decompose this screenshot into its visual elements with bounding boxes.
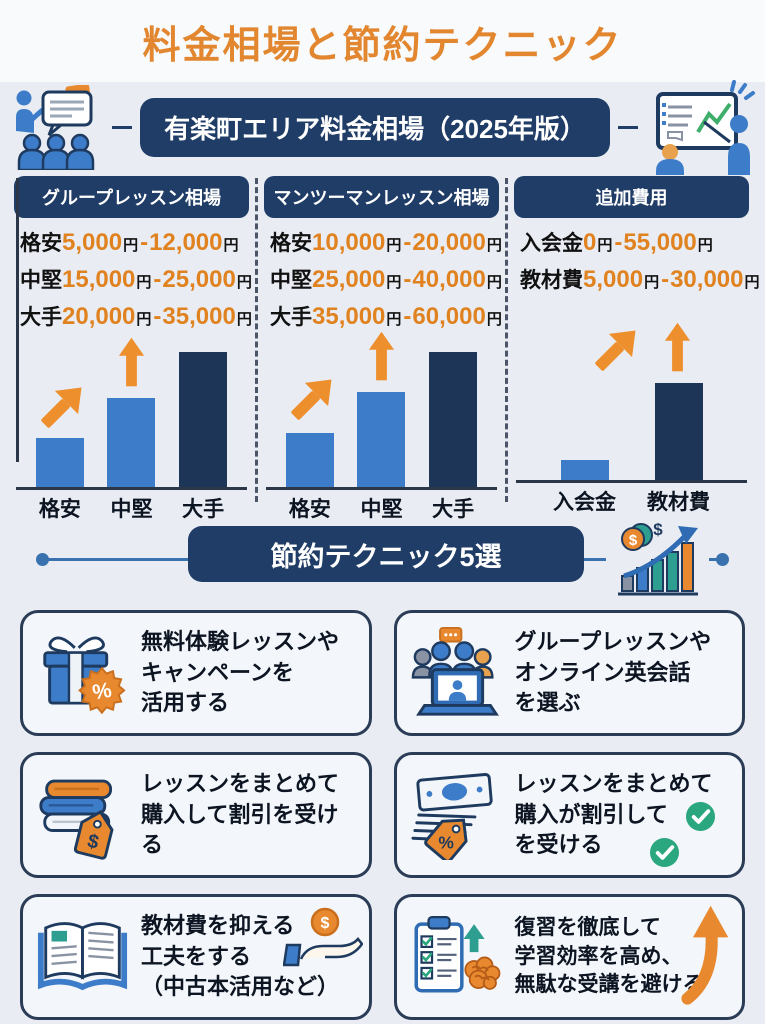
bar-chuken [357,392,406,487]
x-label: 大手 [182,498,225,521]
bar-ote [179,352,228,487]
column-group-lesson: グループレッスン相場 格安 5,000 円 -12,000 円 中堅 15,000 円 -25… [14,176,252,521]
dashed-separator [255,178,258,502]
title-band: 料金相場と節約テクニック [0,0,765,82]
up-arrow-icon [368,331,395,381]
bar-kyozaihi [654,383,703,480]
check-circle-icon [685,801,716,832]
bar-kakuyasu [285,433,334,487]
x-label: 教材費 [647,491,710,514]
bar-kakuyasu [35,438,84,487]
gift-discount-icon: % [37,627,129,719]
tip-text: レッスンをまとめて 購入して割引を受ける [141,771,340,858]
bar-chart-group-lesson: 格安 中堅 大手 [14,337,249,523]
savings-banner-pill: 節約テクニック5選 [188,526,584,582]
money-discount-icon: % [410,770,503,860]
savings-banner-row: 節約テクニック5選 $ $ [0,520,765,600]
diagonal-up-arrow-icon [291,379,332,420]
chart-x-labels: 格安 中堅 大手 [14,493,249,523]
banner-connector-left [112,125,133,129]
chart-x-labels: 格安 中堅 大手 [264,493,499,523]
tip-card-free-trial: % 無料体験レッスンや キャンペーンを 活用する [20,610,372,736]
line-dot [36,553,49,566]
area-banner-pill: 有楽町エリア料金相場（2025年版） [140,97,610,157]
growth-chart-coins-icon: $ $ [606,522,709,598]
tip-text: 無料体験レッスンや キャンペーンを 活用する [141,629,340,716]
price-columns-section: グループレッスン相場 格安 5,000 円 -12,000 円 中堅 15,000 円 -25… [0,172,765,521]
x-label: 入会金 [553,491,616,514]
column-header-private: マンツーマンレッスン相場 [264,176,499,218]
price-line: 格安 10,000 円 -20,000 円 [270,229,502,256]
column-header-group: グループレッスン相場 [14,176,249,218]
online-group-icon [411,627,503,719]
open-book-icon [37,914,129,1000]
bar-chuken [107,398,156,487]
tip-text: レッスンをまとめて 購入が割引して を受ける [514,771,713,858]
banner-connector-right [617,125,638,129]
tips-grid: % 無料体験レッスンや キャンペーンを 活用する [0,600,765,1020]
svg-text:$: $ [653,522,663,539]
review-checklist-brain-icon [411,911,503,1003]
coin-hand-icon: $ [282,907,363,967]
bar-ote [429,352,478,487]
up-arrow-icon [118,337,145,387]
tip-card-material-costs: 教材費を抑える 工夫をする （中古本活用など） $ [20,894,372,1020]
area-banner-row: 有楽町エリア料金相場（2025年版） [0,79,765,175]
svg-text:$: $ [629,532,638,549]
price-list: 格安 10,000 円 -20,000 円 中堅 25,000 円 -40,000 円 大手 35… [270,226,502,337]
svg-text:%: % [438,833,454,853]
price-list: 格安 5,000 円 -12,000 円 中堅 15,000 円 -25,000 円 大手 20,… [20,226,252,337]
x-label: 格安 [38,498,81,521]
tip-text: 復習を徹底して 学習効率を高め、 無駄な受講を避ける [514,915,704,997]
chart-x-labels: 入会金 教材費 [514,486,749,516]
up-arrow-icon [664,322,691,372]
chart-baseline [516,480,747,483]
price-line: 大手 20,000 円 -35,000 円 [20,303,252,330]
column-private-lesson: マンツーマンレッスン相場 格安 10,000 円 -20,000 円 中堅 25,000 円… [264,176,502,521]
x-label: 大手 [432,498,475,521]
x-label: 中堅 [360,498,403,521]
books-price-tag-icon: $ [37,770,129,860]
price-line: 中堅 15,000 円 -25,000 円 [20,266,252,293]
price-line: 中堅 25,000 円 -40,000 円 [270,266,502,293]
chart-baseline [266,487,497,490]
presentation-board-icon [655,79,755,175]
bar-chart-private-lesson: 格安 中堅 大手 [264,331,499,523]
page-title: 料金相場と節約テクニック [142,24,623,67]
price-line: 教材費 5,000 円 -30,000 円 [520,266,760,293]
tip-card-bulk-discount: % レッスンをまとめて 購入が割引して を受ける [393,752,745,878]
left-rule [16,178,19,462]
diagonal-up-arrow-icon [595,330,636,371]
svg-text:%: % [91,678,114,705]
meeting-icon [16,84,95,170]
price-list: 入会金 0 円 -55,000 円 教材費 5,000 円 -30,000 円 [520,226,760,300]
curved-up-arrow-icon [681,905,729,1005]
price-line: 入会金 0 円 -55,000 円 [520,229,713,256]
tip-card-group-online: グループレッスンや オンライン英会話 を選ぶ [393,610,745,736]
tip-card-bulk-purchase: $ レッスンをまとめて 購入して割引を受ける [20,752,372,878]
column-header-extra: 追加費用 [514,176,749,218]
column-extra-fees: 追加費用 入会金 0 円 -55,000 円 教材費 5,000 円 -30,000 円 入会金… [514,176,760,516]
svg-text:$: $ [320,915,329,932]
tip-text: グループレッスンや オンライン英会話 を選ぶ [514,629,712,716]
check-circle-icon [649,837,680,868]
x-label: 格安 [288,498,331,521]
x-label: 中堅 [110,498,153,521]
price-line: 大手 35,000 円 -60,000 円 [270,303,502,330]
bar-nyukaikin [560,460,609,480]
tip-card-review: 復習を徹底して 学習効率を高め、 無駄な受講を避ける [393,894,745,1020]
price-line: 格安 5,000 円 -12,000 円 [20,229,239,256]
line-dot [716,553,729,566]
tip-text: 教材費を抑える 工夫をする （中古本活用など） [141,913,340,1000]
dashed-separator [505,178,508,502]
chart-baseline [16,487,247,490]
diagonal-up-arrow-icon [41,387,82,428]
bar-chart-extra-fees: 入会金 教材費 [514,322,749,516]
